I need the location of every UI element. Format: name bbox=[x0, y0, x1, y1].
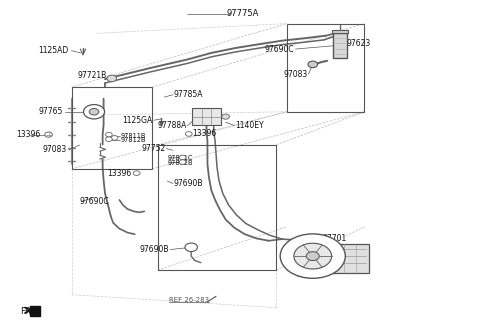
Circle shape bbox=[179, 155, 186, 160]
Bar bbox=[300, 267, 309, 271]
Circle shape bbox=[106, 132, 112, 137]
Text: 97690B: 97690B bbox=[174, 179, 204, 188]
Circle shape bbox=[179, 160, 186, 164]
Text: 97083: 97083 bbox=[283, 70, 308, 79]
Circle shape bbox=[294, 243, 332, 269]
Text: 97811C: 97811C bbox=[167, 155, 193, 161]
Text: 97812B: 97812B bbox=[167, 160, 193, 166]
Circle shape bbox=[45, 132, 52, 137]
Circle shape bbox=[222, 114, 229, 119]
Bar bbox=[72, 87, 152, 169]
Text: 97690C: 97690C bbox=[80, 197, 109, 206]
Text: 97765: 97765 bbox=[38, 107, 63, 116]
Text: 97623: 97623 bbox=[346, 39, 371, 48]
Text: 97690B: 97690B bbox=[140, 245, 169, 254]
Circle shape bbox=[84, 105, 105, 119]
Text: 97812B: 97812B bbox=[120, 137, 146, 143]
Text: 97811B: 97811B bbox=[120, 133, 146, 139]
Text: 13396: 13396 bbox=[192, 129, 216, 138]
Text: 97752: 97752 bbox=[141, 144, 165, 153]
Text: 97785A: 97785A bbox=[174, 90, 204, 99]
Text: 97775A: 97775A bbox=[226, 9, 259, 18]
Bar bbox=[333, 33, 347, 58]
Circle shape bbox=[133, 171, 140, 175]
Bar bbox=[287, 24, 364, 112]
Circle shape bbox=[89, 109, 99, 115]
Text: REF 26-283: REF 26-283 bbox=[169, 297, 209, 303]
Circle shape bbox=[185, 243, 197, 252]
Circle shape bbox=[280, 234, 345, 278]
Circle shape bbox=[306, 252, 319, 260]
Text: 13396: 13396 bbox=[16, 130, 40, 139]
Text: 97701: 97701 bbox=[323, 234, 347, 243]
Circle shape bbox=[185, 132, 192, 136]
Text: 97788A: 97788A bbox=[157, 121, 186, 130]
Text: FR.: FR. bbox=[20, 307, 33, 316]
Bar bbox=[157, 145, 276, 270]
Text: 1125AD: 1125AD bbox=[38, 46, 69, 55]
Circle shape bbox=[111, 135, 118, 140]
Text: 1140EY: 1140EY bbox=[235, 121, 264, 130]
Text: 97083: 97083 bbox=[43, 145, 67, 154]
Bar bbox=[192, 109, 221, 125]
Bar bbox=[332, 30, 348, 33]
Bar bbox=[315, 244, 369, 273]
Text: 97721B: 97721B bbox=[78, 71, 107, 80]
Text: 1125GA: 1125GA bbox=[123, 116, 153, 125]
Text: 97690C: 97690C bbox=[265, 45, 295, 53]
Circle shape bbox=[106, 137, 112, 141]
Text: 13396: 13396 bbox=[108, 169, 132, 178]
Circle shape bbox=[308, 61, 318, 68]
Circle shape bbox=[107, 75, 117, 82]
Text: 97714D: 97714D bbox=[297, 270, 326, 278]
